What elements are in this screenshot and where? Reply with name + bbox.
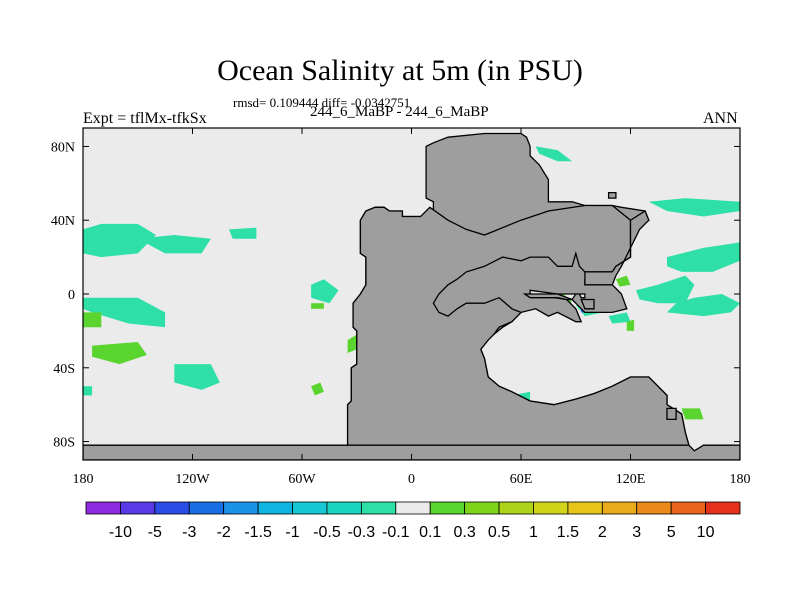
x-tick-label: 60W [288,472,316,487]
colorbar-swatch [567,501,603,515]
anomaly-patch [608,312,631,324]
anomaly-patch [626,319,635,331]
colorbar-swatch [292,501,328,515]
colorbar-label: 0.1 [419,524,441,541]
x-tick-label: 180 [73,472,94,487]
colorbar-swatch [154,501,190,515]
x-tick-label: 0 [408,472,415,487]
colorbar-label: 1 [529,524,538,541]
anomaly-patch [347,334,357,353]
colorbar-swatch [85,501,121,515]
colorbar: -10 -5 -3 -2 -1.5 -1 -0.5 -0.3 -0.1 0.1 0.3 0.5 1 1.5… [85,501,741,541]
anomaly-patch [229,227,257,239]
colorbar-label: -0.5 [313,524,341,541]
experiment-label: Expt = tflMx-tfkSx [83,110,207,127]
colorbar-label: 3 [632,524,641,541]
colorbar-swatch [360,501,397,515]
colorbar-swatch [498,501,534,515]
anomaly-patch [311,382,324,396]
land-cathaysia [346,204,690,446]
colorbar-label: 0.3 [454,524,476,541]
anomaly-patch [667,294,740,317]
anomaly-patch [311,303,324,309]
anomaly-patch [83,312,102,328]
anomaly-patch [83,297,166,328]
y-tick-label: 0 [68,288,75,303]
land-north-china-block [584,210,650,286]
chart-title: Ocean Salinity at 5m (in PSU) [217,54,583,87]
anomaly-patch [615,275,631,287]
colorbar-label: 2 [598,524,607,541]
anomaly-patch [92,342,147,365]
colorbar-label: -0.3 [348,524,376,541]
anomaly-patch [311,279,339,304]
colorbar-swatch [670,501,706,515]
colorbar-swatch [705,501,741,515]
colorbar-label: -1.5 [244,524,272,541]
y-tick-label: 80N [51,140,75,155]
anomaly-patch [83,386,93,396]
anomaly-patch [667,242,740,272]
season-label: ANN [703,110,738,127]
x-tick-label: 120W [175,472,210,487]
colorbar-swatch [188,501,225,515]
land-arctic-islet [607,191,617,199]
anomaly-patch [636,275,695,304]
colorbar-label: -5 [148,524,162,541]
colorbar-label: -3 [182,524,196,541]
colorbar-swatch [636,501,672,515]
stats-label: rmsd= 0.109444 diff= -0.0342751 [233,95,411,110]
land-south-china-islet [580,298,595,310]
y-tick-label: 40N [51,214,75,229]
colorbar-label: 0.5 [488,524,510,541]
y-tick-label: 40S [53,362,75,377]
anomaly-patch [535,146,573,162]
y-tick-label: 80S [53,436,75,451]
colorbar-swatch [395,501,431,515]
anomaly-patch [681,408,704,420]
land-east-ridge [522,293,573,301]
colorbar-label: 10 [697,524,715,541]
land-antarctic-notch [666,407,677,421]
colorbar-swatch [429,501,466,515]
colorbar-swatch [533,501,569,515]
anomaly-patch [137,235,211,254]
colorbar-swatch [120,501,156,515]
case-label: 244_6_MaBP - 244_6_MaBP [310,104,489,120]
anomaly-patch [648,198,740,217]
x-tick-label: 60E [510,472,533,487]
colorbar-label: 1.5 [557,524,579,541]
x-tick-label: 180 [730,472,751,487]
colorbar-label: -2 [217,524,231,541]
colorbar-swatch [257,501,293,515]
colorbar-label: -10 [109,524,132,541]
colorbar-label: -1 [285,524,299,541]
colorbar-swatch [223,501,259,515]
x-tick-label: 120E [616,472,646,487]
anomaly-patch [83,223,156,258]
colorbar-label: -0.1 [382,524,410,541]
colorbar-swatch [601,501,638,515]
colorbar-swatch [326,501,362,515]
colorbar-label: 5 [667,524,676,541]
colorbar-swatch [464,501,500,515]
anomaly-patch [174,364,220,390]
